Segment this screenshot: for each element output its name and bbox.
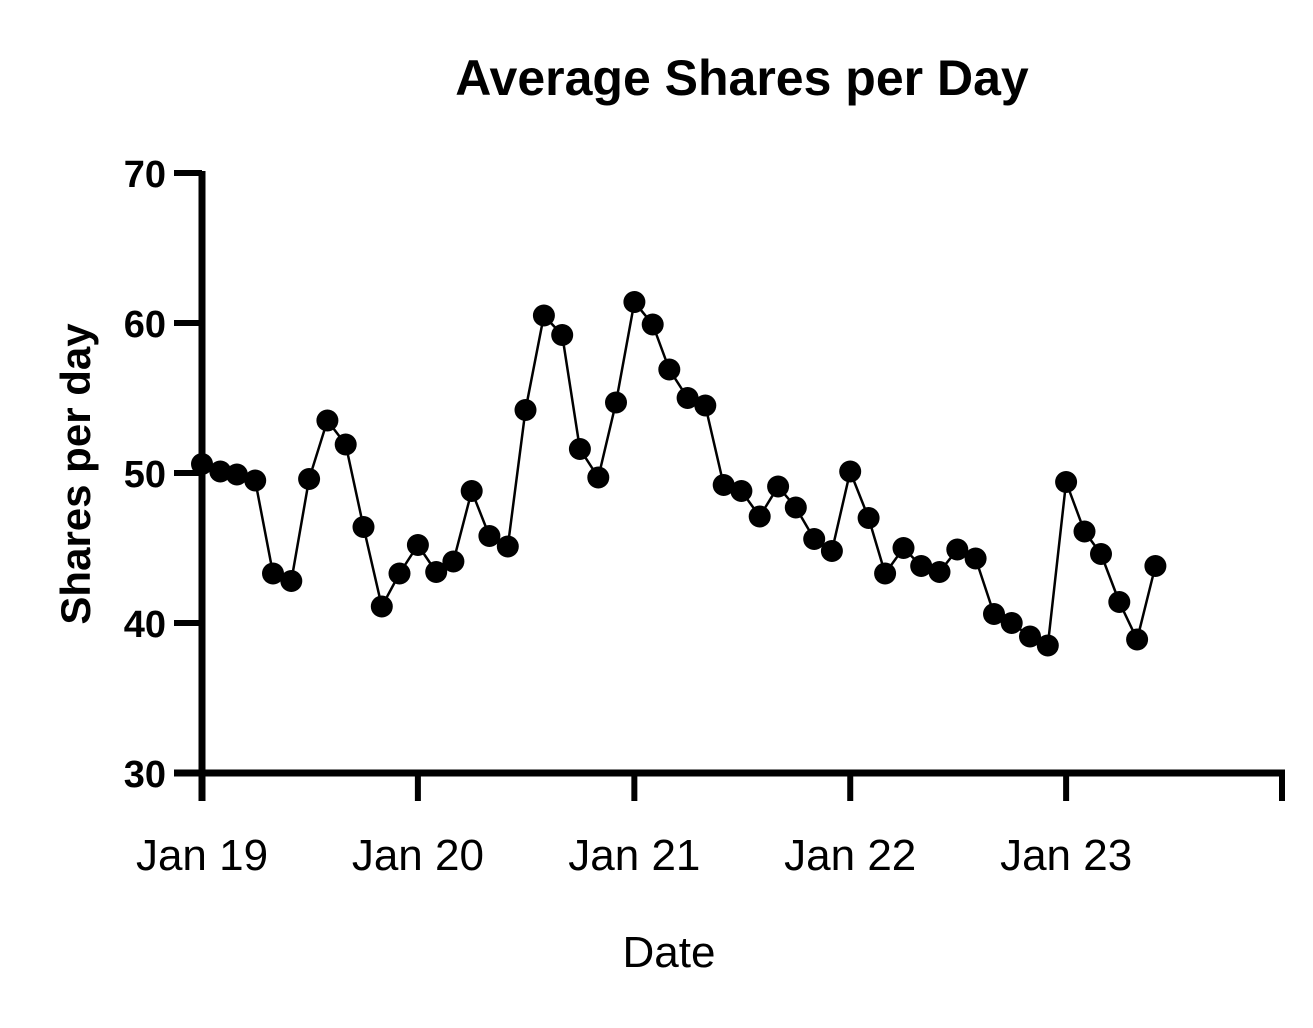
data-point bbox=[1108, 591, 1131, 613]
data-point bbox=[460, 480, 483, 502]
data-point bbox=[748, 505, 771, 528]
data-point bbox=[425, 561, 448, 583]
data-point bbox=[406, 534, 429, 556]
data-point bbox=[839, 460, 862, 483]
data-series bbox=[191, 291, 1167, 657]
x-tick-label: Jan 22 bbox=[784, 831, 916, 880]
data-point bbox=[784, 496, 807, 519]
y-tick-label: 60 bbox=[124, 304, 166, 346]
data-point bbox=[370, 595, 393, 618]
data-point bbox=[605, 391, 627, 414]
data-point bbox=[676, 387, 699, 409]
data-point bbox=[568, 438, 591, 460]
data-point bbox=[1073, 520, 1096, 543]
data-point bbox=[1000, 612, 1023, 634]
data-point bbox=[1019, 625, 1041, 648]
y-tick-label: 30 bbox=[124, 754, 166, 796]
y-tick-label: 50 bbox=[124, 454, 166, 496]
data-point bbox=[694, 394, 717, 417]
data-point bbox=[352, 516, 375, 538]
data-point bbox=[983, 603, 1005, 625]
data-point bbox=[532, 304, 555, 327]
data-point bbox=[587, 466, 610, 489]
data-point bbox=[191, 453, 213, 475]
data-point bbox=[712, 474, 735, 496]
data-point bbox=[496, 535, 519, 558]
data-point bbox=[334, 433, 357, 456]
data-point bbox=[857, 507, 880, 529]
data-point bbox=[910, 555, 933, 577]
y-tick-label: 40 bbox=[124, 604, 166, 646]
x-tick-label: Jan 21 bbox=[568, 831, 700, 880]
data-point bbox=[1055, 471, 1078, 493]
x-tick-label: Jan 20 bbox=[352, 831, 484, 880]
data-point bbox=[946, 538, 969, 561]
axes: 30 40 50 60 70 Jan 19 Jan 20 Jan 21 Jan 22 Jan 23 bbox=[124, 154, 1285, 880]
x-tick-label: Jan 19 bbox=[136, 831, 268, 880]
series-line bbox=[201, 299, 1157, 648]
data-point bbox=[820, 540, 843, 562]
data-point bbox=[244, 469, 267, 492]
x-axis-label: Date bbox=[623, 928, 716, 977]
data-point bbox=[316, 409, 339, 432]
data-point bbox=[298, 468, 321, 490]
data-point bbox=[262, 562, 284, 585]
data-point bbox=[280, 570, 303, 592]
chart-title: Average Shares per Day bbox=[455, 50, 1029, 106]
data-point bbox=[874, 562, 897, 585]
data-point bbox=[551, 324, 574, 346]
data-point bbox=[514, 399, 537, 421]
data-point bbox=[641, 313, 664, 336]
data-point bbox=[478, 525, 501, 547]
data-point bbox=[1036, 634, 1059, 657]
data-point bbox=[1144, 555, 1167, 577]
data-point bbox=[892, 537, 915, 559]
data-point bbox=[209, 460, 232, 483]
data-point bbox=[658, 358, 681, 381]
data-point bbox=[623, 291, 646, 313]
data-point bbox=[803, 528, 826, 550]
data-point bbox=[730, 480, 753, 502]
y-tick-label: 70 bbox=[124, 154, 166, 196]
data-point bbox=[767, 475, 790, 498]
data-point bbox=[928, 561, 951, 583]
data-point bbox=[225, 463, 248, 486]
data-point bbox=[1090, 543, 1112, 565]
data-point bbox=[1126, 628, 1149, 651]
data-point bbox=[442, 550, 465, 573]
data-point bbox=[388, 562, 411, 585]
data-point bbox=[964, 547, 987, 570]
x-tick-label: Jan 23 bbox=[1000, 831, 1132, 880]
y-axis-label: Shares per day bbox=[52, 323, 99, 625]
